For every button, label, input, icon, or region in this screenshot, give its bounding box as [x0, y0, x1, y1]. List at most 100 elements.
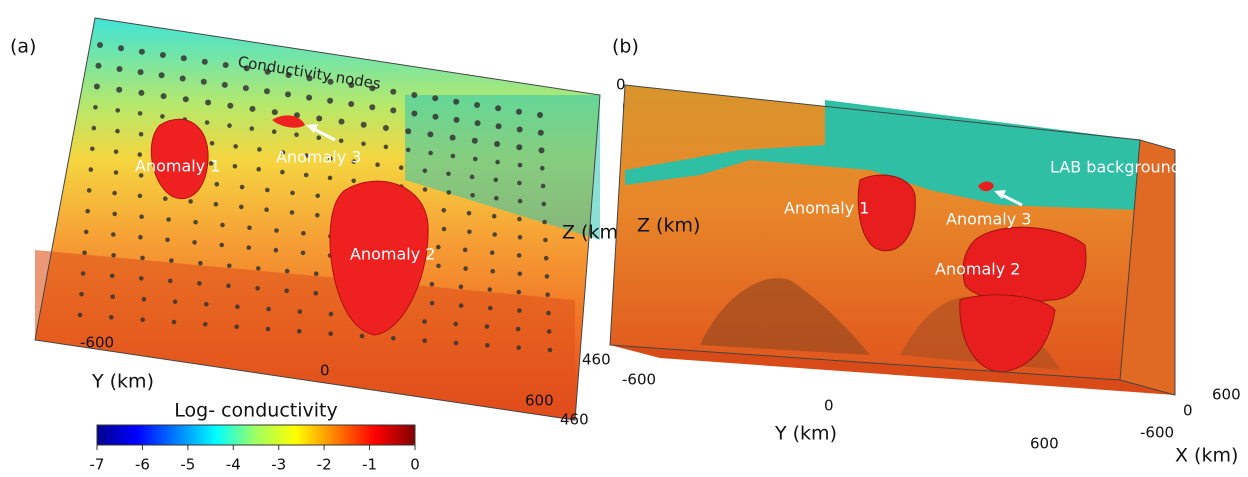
conductivity-node — [492, 232, 498, 237]
conductivity-node — [169, 258, 174, 263]
conductivity-node — [300, 250, 306, 256]
arrow-head — [306, 124, 318, 133]
conductivity-node — [239, 204, 244, 210]
conductivity-node — [436, 263, 441, 269]
z-tick-label: 460 — [560, 411, 589, 429]
conductivity-node — [369, 104, 376, 111]
conductivity-node — [93, 105, 98, 110]
conductivity-node — [493, 177, 499, 183]
conductivity-node — [160, 114, 165, 119]
x-tick-label: 600 — [1212, 386, 1241, 404]
conductivity-node — [517, 271, 523, 277]
conductivity-node — [180, 55, 187, 62]
conductivity-node — [543, 255, 549, 261]
conductivity-node — [542, 219, 547, 225]
conductivity-node — [422, 319, 427, 324]
arrow-head — [994, 190, 1006, 199]
conductivity-node — [137, 152, 143, 157]
conductivity-node — [82, 250, 87, 255]
conductivity-node — [348, 82, 355, 88]
conductivity-node — [115, 128, 120, 134]
conductivity-node — [517, 162, 523, 168]
y-tick-label: -600 — [622, 371, 656, 389]
colorbar-tick-label: -1 — [362, 456, 377, 474]
conductivity-node — [182, 96, 189, 103]
conductivity-node — [213, 201, 219, 207]
conductivity-node — [441, 226, 447, 232]
conductivity-node — [246, 245, 252, 250]
conductivity-node — [93, 83, 100, 90]
conductivity-node — [446, 190, 452, 195]
colorbar-tick-label: -4 — [226, 456, 241, 474]
conductivity-node — [473, 156, 478, 162]
conductivity-node — [166, 217, 171, 222]
lab-background — [625, 100, 1140, 210]
conductivity-node — [179, 75, 186, 82]
conductivity-node — [405, 147, 411, 153]
conductivity-node — [247, 225, 252, 231]
bottom-face — [610, 345, 1175, 395]
conductivity-node — [541, 201, 547, 207]
z-axis-label: Z (km) — [562, 222, 625, 244]
conductivity-node — [383, 144, 389, 150]
conductivity-node — [327, 97, 334, 104]
conductivity-node — [494, 195, 499, 201]
conductivity-node — [470, 193, 475, 198]
conductivity-node — [540, 165, 545, 171]
z-tick-label: 0 — [616, 76, 626, 94]
conductivity-node — [273, 247, 279, 253]
conductivity-node — [264, 88, 270, 95]
conductivity-node — [390, 88, 397, 95]
conductivity-node — [138, 173, 144, 178]
conductivity-node — [361, 141, 366, 147]
conductivity-node — [297, 329, 302, 334]
x-tick-label: -600 — [1140, 424, 1174, 442]
conductivity-nodes — [77, 42, 553, 353]
conductivity-node — [360, 121, 367, 128]
conductivity-node — [255, 286, 260, 291]
colorbar-tick-label: -3 — [271, 456, 286, 474]
panel-label: (b) — [612, 36, 639, 58]
box-outline — [1119, 139, 1176, 396]
conductivity-node — [284, 268, 290, 274]
annotation: Anomaly 3 — [946, 210, 1031, 229]
conductivity-node — [140, 255, 145, 261]
conductivity-node — [491, 213, 497, 219]
conductivity-node — [220, 222, 225, 228]
conductivity-node — [474, 102, 481, 108]
conductivity-node — [301, 231, 306, 236]
y-axis-label: Y (km) — [91, 371, 154, 393]
conductivity-node — [375, 162, 380, 167]
conductivity-node — [297, 309, 303, 314]
conductivity-node — [411, 110, 418, 117]
conductivity-node — [95, 62, 102, 69]
conductivity-node — [471, 137, 478, 144]
conductivity-node — [547, 347, 553, 353]
conductivity-node — [116, 86, 123, 93]
conductivity-node — [449, 134, 456, 141]
conductivity-node — [90, 146, 95, 152]
conductivity-node — [294, 112, 300, 119]
conductivity-node — [338, 138, 344, 144]
bottom-face — [35, 250, 575, 420]
conductivity-node — [474, 120, 481, 127]
conductivity-node — [235, 304, 240, 310]
annotation: Anomaly 2 — [350, 245, 435, 264]
annotation: Anomaly 2 — [935, 260, 1020, 279]
z-tick-label: 460 — [582, 351, 611, 369]
conductivity-node — [351, 159, 357, 164]
conductivity-node — [234, 324, 239, 330]
conductivity-node — [160, 93, 167, 100]
conductivity-node — [306, 75, 313, 82]
conductivity-node — [351, 178, 357, 184]
z-axis-label: Z (km) — [637, 215, 700, 237]
conductivity-node — [516, 289, 522, 295]
conductivity-node — [172, 299, 178, 305]
conductivity-node — [306, 94, 313, 101]
y-tick-label: 0 — [824, 397, 834, 415]
conductivity-node — [484, 324, 490, 329]
conductivity-node — [391, 336, 396, 341]
conductivity-node — [453, 321, 459, 327]
x-axis-label: X (km) — [1175, 445, 1238, 467]
